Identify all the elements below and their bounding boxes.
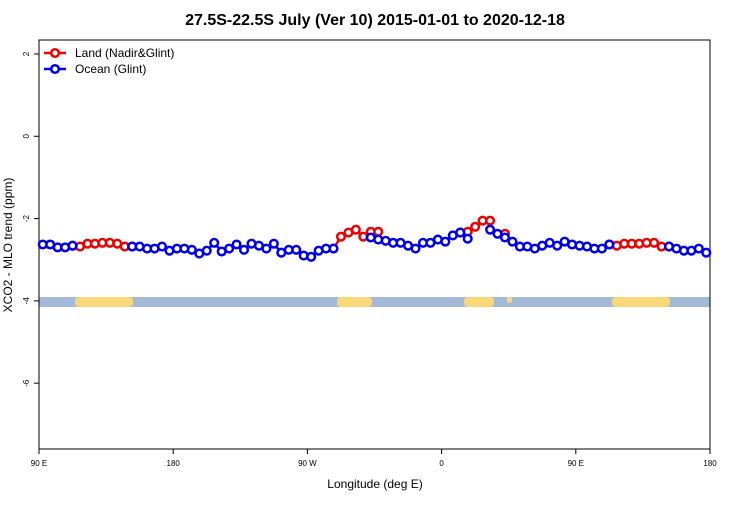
x-tick-label: 180 [703, 459, 717, 468]
chart-title: 27.5S-22.5S July (Ver 10) 2015-01-01 to … [185, 12, 565, 29]
data-point [156, 241, 168, 252]
legend-marker [49, 47, 61, 59]
x-tick-label: 90 W [298, 459, 317, 468]
y-tick-label: 0 [22, 134, 31, 139]
legend-label: Land (Nadir&Glint) [75, 46, 174, 60]
y-tick-label: -6 [22, 379, 31, 387]
land-patch [464, 297, 494, 307]
data-point [410, 243, 421, 254]
data-point [201, 245, 212, 256]
data-point [186, 244, 197, 255]
data-point [499, 232, 511, 243]
data-point [350, 224, 361, 235]
data-point [604, 239, 615, 250]
y-tick-label: -2 [22, 214, 31, 222]
legend-marker [49, 63, 61, 75]
data-point [485, 215, 496, 226]
x-tick-label: 90 E [568, 459, 584, 468]
x-tick-label: 180 [167, 459, 181, 468]
data-point [67, 240, 78, 251]
data-point [306, 251, 317, 262]
data-point [701, 247, 712, 258]
land-mask [39, 297, 710, 307]
data-point [440, 236, 451, 247]
x-axis-label: Longitude (deg E) [327, 477, 422, 491]
data-point [485, 224, 496, 235]
ocean-strip [39, 297, 710, 307]
data-point [470, 221, 481, 232]
data-point [328, 243, 339, 254]
data-point [291, 244, 302, 255]
y-tick-label: -4 [22, 297, 31, 305]
data-point [373, 226, 384, 237]
land-patch [507, 297, 512, 303]
data-point [462, 233, 473, 244]
data-point [596, 243, 607, 254]
data-point [455, 227, 466, 238]
x-tick-label: 90 E [31, 459, 47, 468]
data-point [492, 228, 503, 239]
data-point [224, 243, 235, 254]
y-axis-label: XCO2 - MLO trend (ppm) [1, 178, 15, 313]
data-point [238, 244, 250, 255]
data-point [552, 240, 563, 251]
data-point [649, 237, 660, 248]
x-tick-label: 0 [439, 459, 444, 468]
legend-label: Ocean (Glint) [75, 62, 146, 76]
data-point [231, 239, 242, 250]
data-point [268, 238, 279, 249]
data-point [507, 236, 518, 247]
data-point [261, 243, 272, 254]
data-point [335, 231, 347, 242]
land-patch [75, 297, 133, 307]
data-point [693, 243, 704, 254]
land-patch [337, 297, 372, 307]
data-point [209, 237, 220, 248]
y-tick-label: 2 [22, 51, 31, 56]
land-patch [612, 297, 670, 307]
